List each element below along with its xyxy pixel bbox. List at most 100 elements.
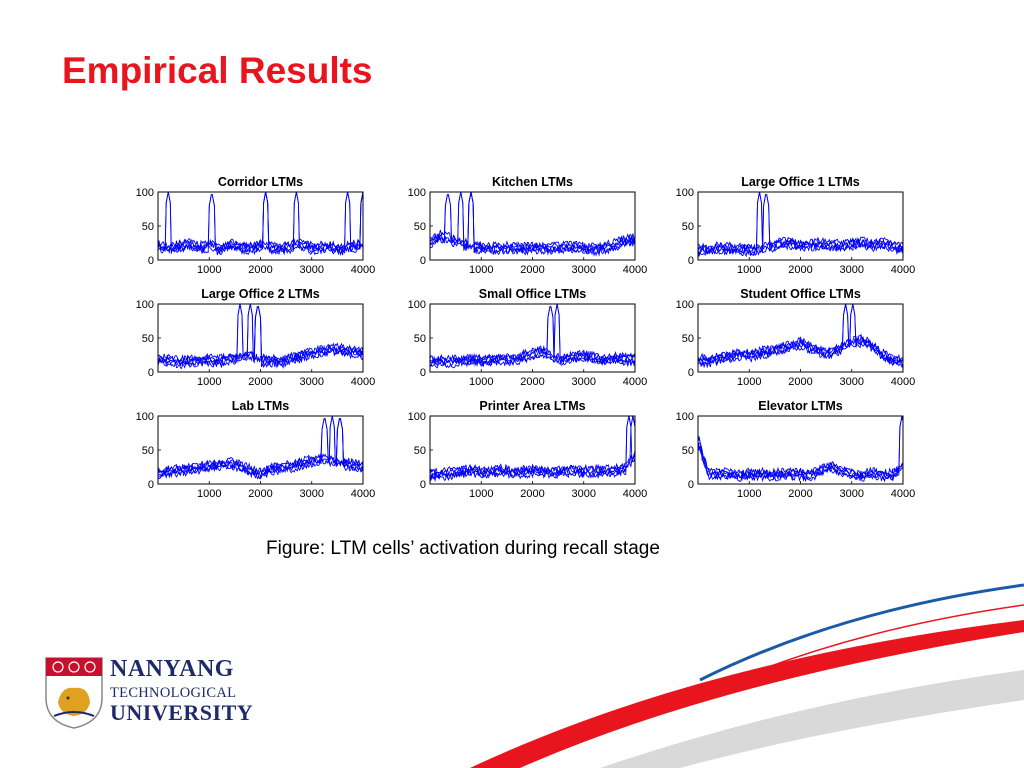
university-crest-icon — [45, 657, 103, 729]
y-tick-label: 50 — [682, 221, 694, 233]
plot-frame — [429, 191, 636, 261]
y-tick-label: 0 — [688, 479, 694, 491]
subplot-title: Student Office LTMs — [740, 287, 861, 301]
y-tick-label: 0 — [420, 367, 426, 379]
x-tick-label: 2000 — [248, 376, 272, 388]
logo-line-nanyang: NANYANG — [110, 656, 234, 682]
y-tick-label: 0 — [148, 255, 154, 267]
subplot-title: Printer Area LTMs — [479, 399, 585, 413]
decorative-swoosh — [470, 583, 1024, 768]
x-tick-label: 1000 — [469, 488, 493, 500]
x-tick-label: 4000 — [891, 376, 915, 388]
ltm-subplot: Elevator LTMs 0 50 100 1000 2000 3000 4000 — [676, 399, 916, 500]
x-tick-label: 3000 — [840, 376, 864, 388]
x-tick-label: 1000 — [737, 264, 761, 276]
ltm-series-line — [157, 418, 364, 474]
x-tick-label: 3000 — [300, 488, 324, 500]
plot-frame — [429, 303, 636, 373]
x-tick-label: 1000 — [469, 264, 493, 276]
x-tick-label: 4000 — [891, 264, 915, 276]
y-tick-label: 100 — [136, 187, 154, 199]
x-tick-label: 4000 — [623, 488, 647, 500]
subplot-title: Small Office LTMs — [479, 287, 586, 301]
x-tick-label: 4000 — [351, 488, 375, 500]
ltm-subplot: Student Office LTMs 0 50 100 1000 2000 3000 400… — [676, 287, 916, 388]
ltm-series-line — [157, 191, 364, 252]
ltm-series-line — [429, 415, 636, 479]
ltm-series-line — [697, 415, 904, 480]
figure-caption: Figure: LTM cells’ activation during rec… — [266, 538, 660, 559]
x-tick-label: 2000 — [520, 264, 544, 276]
y-tick-label: 100 — [676, 187, 694, 199]
x-tick-label: 3000 — [300, 264, 324, 276]
x-tick-label: 4000 — [891, 488, 915, 500]
x-tick-label: 2000 — [520, 488, 544, 500]
ltm-subplot: Large Office 2 LTMs 0 50 100 1000 2000 3000 400… — [136, 287, 376, 388]
ntu-logo: NANYANG TECHNOLOGICAL UNIVERSITY — [44, 656, 264, 736]
y-tick-label: 100 — [136, 411, 154, 423]
subplot-title: Elevator LTMs — [758, 399, 843, 413]
x-tick-label: 3000 — [840, 488, 864, 500]
x-tick-label: 1000 — [737, 376, 761, 388]
x-tick-label: 2000 — [788, 488, 812, 500]
y-tick-label: 0 — [420, 479, 426, 491]
ltm-series-line — [157, 191, 364, 257]
plot-frame — [157, 303, 364, 373]
ltm-series-line — [429, 450, 636, 474]
x-tick-label: 3000 — [572, 488, 596, 500]
x-tick-label: 1000 — [197, 264, 221, 276]
ltm-series-line — [157, 306, 364, 363]
ltm-subplot: Printer Area LTMs 0 50 100 1000 2000 3000 4000 — [408, 399, 648, 500]
x-tick-label: 1000 — [469, 376, 493, 388]
ltm-series-line — [157, 415, 364, 479]
x-tick-label: 3000 — [840, 264, 864, 276]
y-tick-label: 0 — [420, 255, 426, 267]
plot-frame — [157, 415, 364, 485]
x-tick-label: 4000 — [623, 376, 647, 388]
logo-line-technological: TECHNOLOGICAL — [110, 685, 237, 701]
y-tick-label: 100 — [408, 299, 426, 311]
y-tick-label: 50 — [682, 333, 694, 345]
y-tick-label: 100 — [408, 187, 426, 199]
ltm-subplot: Large Office 1 LTMs 0 50 100 1000 2000 3000 400… — [676, 175, 916, 276]
plot-frame — [697, 415, 904, 485]
y-tick-label: 50 — [142, 333, 154, 345]
x-tick-label: 3000 — [300, 376, 324, 388]
x-tick-label: 3000 — [572, 264, 596, 276]
y-tick-label: 0 — [148, 479, 154, 491]
ltm-series-line — [697, 236, 904, 251]
swoosh-red-thin-line — [759, 604, 1024, 671]
ltm-series-line — [697, 333, 904, 363]
swoosh-blue-line — [699, 583, 1024, 682]
y-tick-label: 50 — [414, 333, 426, 345]
y-tick-label: 0 — [688, 255, 694, 267]
ltm-series-line — [157, 191, 364, 254]
swoosh-gray-band — [600, 670, 1024, 768]
x-tick-label: 2000 — [248, 488, 272, 500]
y-tick-label: 50 — [142, 221, 154, 233]
ltm-series-line — [697, 442, 904, 476]
plot-frame — [697, 303, 904, 373]
subplot-title: Corridor LTMs — [218, 175, 303, 189]
y-tick-label: 50 — [414, 221, 426, 233]
ltm-series-line — [429, 306, 636, 364]
ltm-subplot: Lab LTMs 0 50 100 1000 2000 3000 4000 — [136, 399, 376, 500]
y-tick-label: 0 — [148, 367, 154, 379]
x-tick-label: 4000 — [623, 264, 647, 276]
y-tick-label: 0 — [688, 367, 694, 379]
logo-line-university: UNIVERSITY — [110, 700, 254, 725]
ltm-series-line — [157, 418, 364, 476]
x-tick-label: 4000 — [351, 264, 375, 276]
x-tick-label: 4000 — [351, 376, 375, 388]
x-tick-label: 3000 — [572, 376, 596, 388]
y-tick-label: 50 — [682, 445, 694, 457]
subplot-title: Lab LTMs — [232, 399, 289, 413]
ltm-series-line — [157, 191, 364, 255]
subplot-title: Kitchen LTMs — [492, 175, 573, 189]
slide-title: Empirical Results — [62, 50, 373, 91]
ltm-series-line — [157, 191, 364, 250]
y-tick-label: 50 — [414, 445, 426, 457]
x-tick-label: 2000 — [520, 376, 544, 388]
plot-frame — [429, 415, 636, 485]
